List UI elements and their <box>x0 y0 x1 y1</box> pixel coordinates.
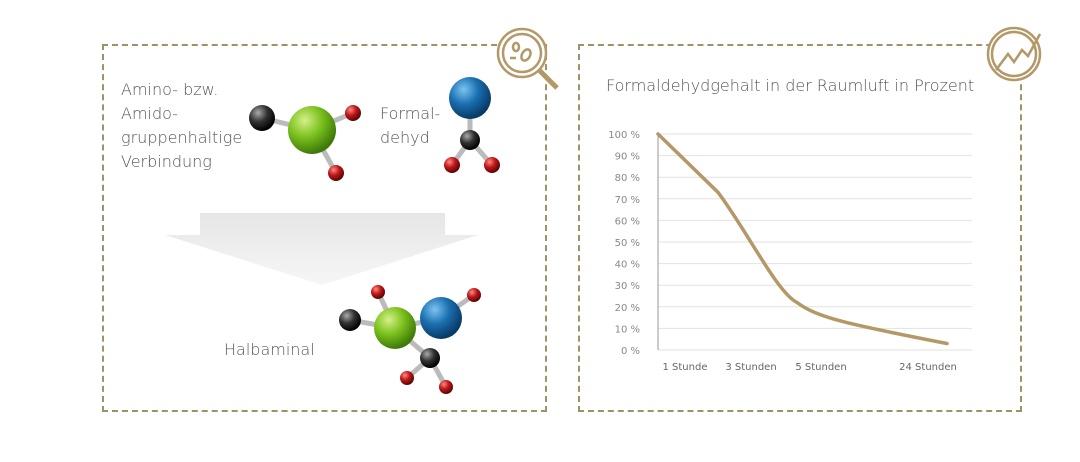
x-tick-label: 5 Stunden <box>795 362 846 373</box>
y-tick-label: 40 % <box>615 260 640 271</box>
chart-title: Formaldehydgehalt in der Raumluft in Pro… <box>606 76 975 95</box>
reactant-1-label: Amino- bzw. Amido- gruppenhaltige Verbin… <box>121 80 243 171</box>
y-tick-label: 80 % <box>615 173 640 184</box>
y-tick-label: 100 % <box>608 130 640 141</box>
x-tick-label: 1 Stunde <box>663 362 708 373</box>
y-tick-label: 20 % <box>615 303 640 314</box>
y-tick-label: 30 % <box>615 281 640 292</box>
y-tick-label: 0 % <box>621 346 640 357</box>
series-line <box>656 132 949 346</box>
y-tick-label: 10 % <box>615 324 640 335</box>
y-tick-label: 70 % <box>615 195 640 206</box>
reaction-arrow <box>165 213 478 285</box>
x-tick-label: 3 Stunden <box>725 362 776 373</box>
y-tick-label: 90 % <box>615 152 640 163</box>
product-label: Halbaminal <box>224 340 315 359</box>
reactant-2-label: Formal- dehyd <box>380 104 441 147</box>
chart-panel <box>578 44 1022 412</box>
hemiaminal-molecule <box>339 285 481 394</box>
y-tick-label: 50 % <box>615 238 640 249</box>
line-chart: 0 % 10 % 20 % 30 % 40 % 50 % 60 % 70 % 80 % 90 % 1… <box>608 130 972 373</box>
amino-molecule <box>249 105 361 181</box>
y-tick-label: 60 % <box>615 216 640 227</box>
formaldehyde-molecule <box>444 77 500 173</box>
reaction-panel <box>102 44 547 412</box>
magnifier-bacteria-icon <box>496 27 559 90</box>
x-tick-label: 24 Stunden <box>899 362 957 373</box>
trend-chart-icon <box>986 26 1042 82</box>
